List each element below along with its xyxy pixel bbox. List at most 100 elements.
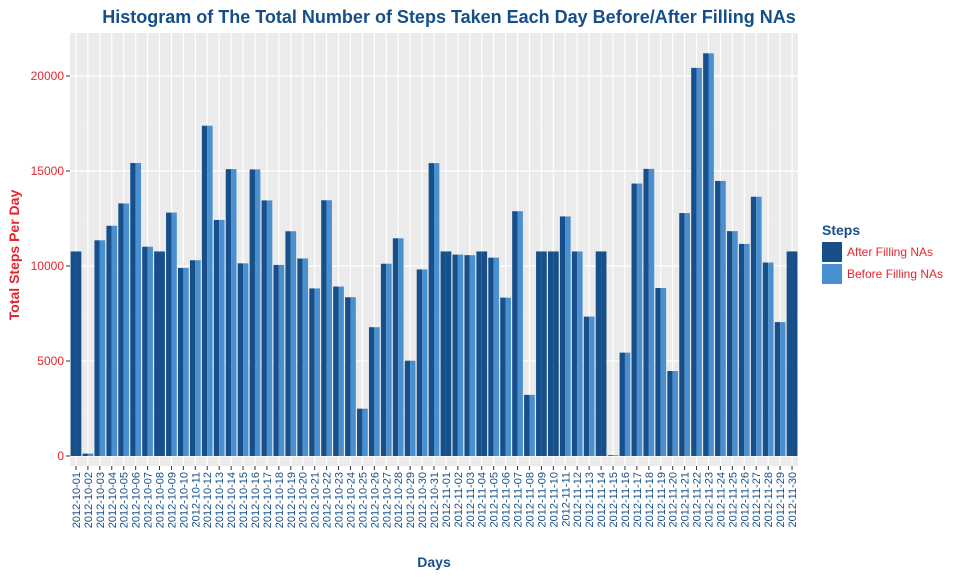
y-axis-title: Total Steps Per Day	[6, 190, 22, 321]
bar-before-filling	[111, 225, 118, 456]
bar-before-filling	[314, 288, 321, 456]
bar-before-filling	[207, 125, 213, 456]
bar-after-filling	[655, 288, 661, 456]
bar-before-filling	[123, 203, 130, 456]
bar-before-filling	[744, 243, 750, 456]
x-tick-label: 2012-11-17	[632, 472, 644, 527]
bar-after-filling	[691, 67, 697, 457]
x-tick-label: 2012-11-02	[453, 472, 465, 527]
y-tick-label: 10000	[31, 259, 65, 273]
bar-after-filling	[118, 203, 124, 456]
bar-before-filling	[243, 263, 249, 456]
bar-before-filling	[171, 212, 177, 456]
x-tick-label: 2012-11-07	[513, 472, 525, 527]
bar-before-filling	[183, 267, 189, 456]
bar-before-filling	[505, 297, 511, 456]
bar-after-filling	[750, 196, 757, 456]
legend-swatch-after	[822, 242, 842, 262]
bar-after-filling	[261, 200, 267, 456]
bar-before-filling	[195, 260, 201, 456]
bar-after-filling	[368, 327, 375, 456]
bar-after-filling	[583, 316, 590, 456]
bar-after-filling	[452, 254, 458, 456]
bar-before-filling	[565, 216, 571, 456]
bar-after-filling	[154, 251, 160, 456]
x-tick-label: 2012-11-12	[572, 472, 584, 527]
bar-after-filling	[249, 169, 255, 457]
x-tick-label: 2012-10-06	[131, 472, 143, 528]
bar-after-filling	[106, 225, 112, 456]
bar-before-filling	[99, 240, 106, 456]
bar-before-filling	[672, 371, 679, 456]
bars-after-filling	[70, 53, 798, 457]
x-tick-label: 2012-10-05	[119, 472, 131, 528]
x-tick-label: 2012-11-06	[501, 472, 513, 527]
x-tick-label: 2012-11-08	[524, 472, 536, 527]
x-tick-label: 2012-11-14	[596, 472, 608, 527]
x-tick-label: 2012-11-25	[727, 472, 739, 527]
y-axis-ticks: 0 5000 10000 15000 20000	[31, 69, 70, 463]
x-tick-label: 2012-10-19	[286, 472, 298, 528]
x-axis-title: Days	[417, 554, 451, 570]
bar-after-filling	[404, 360, 411, 456]
x-tick-label: 2012-10-25	[357, 472, 369, 528]
bar-after-filling	[82, 453, 88, 456]
bar-after-filling	[159, 251, 165, 456]
bar-after-filling	[345, 297, 351, 456]
bar-before-filling	[613, 455, 619, 456]
x-tick-label: 2012-11-21	[680, 472, 692, 527]
x-tick-label: 2012-11-01	[441, 472, 453, 527]
bar-before-filling	[660, 288, 667, 456]
bar-before-filling	[147, 246, 153, 456]
bar-after-filling	[541, 251, 547, 456]
bar-after-filling	[547, 251, 554, 456]
y-tick-label: 5000	[37, 354, 64, 368]
x-tick-label: 2012-10-18	[274, 472, 286, 528]
bar-after-filling	[679, 213, 685, 456]
bar-before-filling	[624, 352, 631, 456]
bar-after-filling	[189, 260, 196, 456]
bar-before-filling	[326, 200, 332, 456]
bar-before-filling	[469, 255, 476, 456]
x-tick-label: 2012-10-24	[345, 472, 357, 528]
bar-after-filling	[94, 240, 100, 456]
bar-before-filling	[517, 211, 523, 456]
x-tick-label: 2012-10-28	[393, 472, 405, 528]
x-tick-label: 2012-10-20	[298, 472, 310, 528]
x-tick-label: 2012-11-30	[787, 472, 799, 527]
bar-before-filling	[636, 183, 643, 456]
y-tick-label: 15000	[31, 164, 65, 178]
x-tick-label: 2012-11-15	[608, 472, 620, 527]
bar-before-filling	[135, 163, 142, 456]
bar-before-filling	[374, 327, 380, 456]
bar-before-filling	[577, 251, 583, 456]
bar-after-filling	[428, 163, 434, 456]
bar-before-filling	[338, 286, 344, 456]
bar-before-filling	[457, 254, 464, 456]
bar-after-filling	[476, 251, 482, 456]
bar-after-filling	[726, 231, 733, 456]
bars-before-filling	[87, 53, 786, 457]
x-tick-label: 2012-11-22	[692, 472, 704, 527]
bar-after-filling	[321, 200, 327, 456]
bar-before-filling	[696, 67, 702, 457]
x-tick-label: 2012-11-04	[477, 472, 489, 527]
x-tick-label: 2012-10-15	[238, 472, 250, 528]
bar-before-filling	[254, 169, 261, 457]
x-tick-label: 2012-10-12	[202, 472, 214, 528]
bar-after-filling	[512, 211, 518, 456]
x-tick-label: 2012-10-01	[71, 472, 83, 528]
x-tick-label: 2012-10-08	[155, 472, 167, 528]
bar-after-filling	[559, 216, 566, 456]
x-tick-label: 2012-10-29	[405, 472, 417, 528]
bar-after-filling	[792, 251, 798, 456]
bar-after-filling	[445, 251, 452, 456]
bar-after-filling	[524, 394, 530, 456]
bar-after-filling	[464, 255, 470, 456]
x-tick-label: 2012-10-02	[83, 472, 95, 528]
x-tick-label: 2012-11-09	[536, 472, 548, 527]
bar-after-filling	[601, 251, 607, 456]
bar-after-filling	[70, 251, 76, 456]
legend-swatch-before	[822, 264, 842, 284]
x-axis-ticks: 2012-10-01 2012-10-02 2012-10-03 2012-10-04…	[71, 466, 799, 528]
